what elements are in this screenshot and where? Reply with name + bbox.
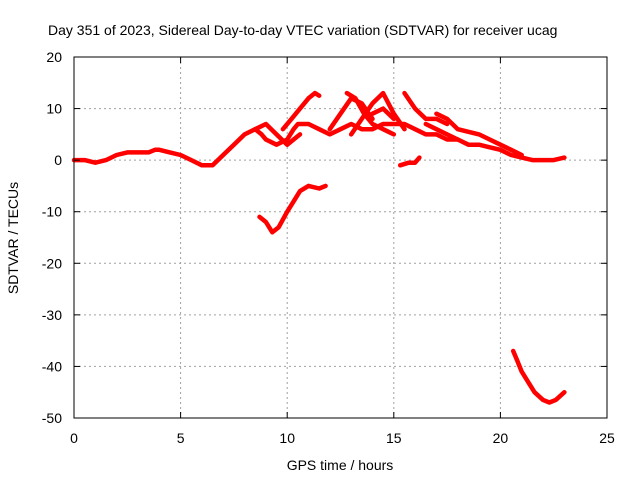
y-tick-label: -30 xyxy=(42,307,62,323)
trace-upper-e xyxy=(348,90,407,137)
trace-upper-b xyxy=(280,90,322,132)
x-tick-label: 0 xyxy=(70,430,78,446)
x-tick-label: 15 xyxy=(386,430,402,446)
axes: 0 5 10 15 20 25 20 10 0 -10 -20 -30 -40 -50 xyxy=(42,49,615,446)
y-tick-label: 20 xyxy=(46,49,62,65)
x-tick-label: 25 xyxy=(599,430,615,446)
y-tick-label: -40 xyxy=(42,358,62,374)
trace-dip-mid xyxy=(257,183,328,235)
y-axis-label: SDTVAR / TECUs xyxy=(5,182,21,294)
trace-upper-d xyxy=(344,90,397,137)
trace-upper-f xyxy=(402,90,450,127)
y-tick-label: -50 xyxy=(42,410,62,426)
trace-low-late xyxy=(510,348,567,405)
x-tick-label: 20 xyxy=(493,430,509,446)
y-tick-label: 0 xyxy=(54,152,62,168)
trace-main xyxy=(71,121,567,168)
trace-upper-i xyxy=(423,121,461,142)
x-tick-label: 10 xyxy=(279,430,295,446)
trace-small-15h xyxy=(397,155,422,168)
chart-title: Day 351 of 2023, Sidereal Day-to-day VTE… xyxy=(48,22,557,38)
trace-upper-h xyxy=(370,106,397,122)
y-tick-label: -20 xyxy=(42,255,62,271)
trace-upper-a xyxy=(252,121,303,147)
y-tick-label: 10 xyxy=(46,101,62,117)
plot-frame xyxy=(73,56,608,419)
x-axis-label: GPS time / hours xyxy=(287,457,394,473)
series-layer xyxy=(71,90,567,405)
trace-upper-g xyxy=(434,111,524,158)
y-tick-label: -10 xyxy=(42,204,62,220)
x-tick-label: 5 xyxy=(177,430,185,446)
